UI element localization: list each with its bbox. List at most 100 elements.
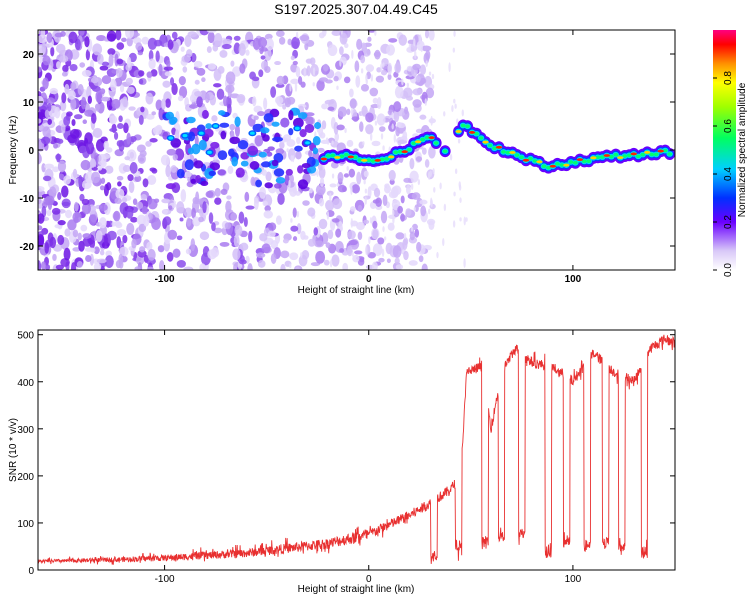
spectrogram-noise-blob (52, 253, 57, 261)
spectrogram-xlabel: Height of straight line (km) (298, 285, 415, 296)
snr-ytick-label: 100 (17, 519, 34, 530)
spectrogram-ridge-point (501, 150, 506, 154)
spectrogram-noise-blob (107, 48, 116, 56)
spectrogram-noise-blob (418, 255, 424, 263)
spectrogram-noise-blob (331, 173, 335, 179)
spectrogram-noise-blob (280, 250, 290, 259)
spectrogram-noise-blob (70, 82, 77, 91)
spectrogram-noise-blob (319, 177, 325, 187)
spectrogram-noise-blob (261, 243, 271, 254)
spectrogram-noise-blob (290, 225, 299, 232)
spectrogram-noise-blob (388, 38, 398, 43)
spectrogram-noise-blob (412, 88, 423, 96)
spectrogram-noise-blob (326, 210, 330, 220)
spectrogram-cluster-blob (288, 110, 294, 121)
spectrogram-noise-blob (194, 90, 203, 97)
spectrogram-noise-blob (162, 80, 171, 88)
spectrogram-noise-blob (411, 192, 421, 200)
spectrogram-ridge-point (626, 153, 632, 158)
spectrogram-noise-blob (280, 263, 286, 270)
spectrogram-noise-blob (406, 184, 411, 195)
spectrogram-noise-blob (412, 99, 422, 108)
spectrogram-noise-blob (456, 118, 459, 124)
spectrogram-ridge-point (357, 158, 363, 162)
spectrogram-noise-blob (284, 97, 292, 108)
spectrogram-noise-blob (365, 112, 374, 123)
spectrogram-noise-blob (137, 249, 147, 258)
snr-xlabel: Height of straight line (km) (298, 584, 415, 595)
spectrogram-ridge-point (653, 152, 659, 157)
spectrogram-noise-blob (207, 31, 215, 44)
spectrogram-noise-blob (295, 66, 301, 78)
spectrogram-ridge-point (379, 157, 385, 162)
spectrogram-noise-blob (427, 208, 431, 215)
spectrogram-noise-blob (243, 217, 248, 227)
spectrogram-noise-blob (46, 97, 55, 105)
colorbar-tick-label: 0.4 (723, 167, 734, 181)
spectrogram-noise-blob (119, 84, 125, 93)
spectrogram-noise-blob (106, 182, 112, 191)
spectrogram-noise-blob (64, 83, 70, 95)
spectrogram-noise-blob (252, 96, 257, 107)
spectrogram-noise-blob (147, 37, 157, 50)
spectrogram-noise-blob (305, 116, 314, 126)
spectrogram-cluster-blob (198, 139, 207, 151)
spectrogram-noise-blob (49, 87, 58, 95)
spectrogram-noise-blob (138, 78, 144, 85)
spectrogram-ridge-point (330, 153, 336, 158)
spectrogram-noise-blob (109, 115, 118, 125)
spectrogram-noise-blob (401, 78, 404, 86)
spectrogram-noise-blob (463, 216, 466, 226)
spectrogram-noise-blob (465, 217, 468, 222)
spectrogram-noise-blob (134, 266, 141, 270)
spectrogram-noise-blob (82, 233, 92, 239)
spectrogram-ridge-peak (320, 157, 328, 161)
spectrogram-noise-blob (365, 124, 374, 135)
spectrogram-noise-blob (289, 83, 292, 92)
spectrogram-noise-blob (122, 96, 128, 108)
spectrogram-noise-blob (282, 238, 289, 244)
spectrogram-ridge-peak (563, 163, 570, 167)
snr-ytick-label: 400 (17, 378, 34, 389)
spectrogram-noise-blob (77, 84, 84, 96)
spectrogram-noise-blob (239, 63, 246, 74)
spectrogram-noise-blob (343, 76, 351, 84)
spectrogram-noise-blob (76, 261, 83, 268)
spectrogram-noise-blob (264, 205, 271, 212)
spectrogram-noise-blob (412, 223, 418, 231)
spectrogram-noise-blob (252, 76, 260, 82)
spectrogram-noise-blob (315, 184, 326, 196)
spectrogram-noise-blob (90, 247, 96, 253)
spectrogram-noise-blob (199, 30, 210, 36)
spectrogram-cluster-blob (191, 143, 201, 155)
spectrogram-cluster-blob (261, 161, 271, 168)
spectrogram-noise-blob (354, 250, 363, 255)
spectrogram-noise-blob (73, 114, 83, 120)
spectrogram-noise-blob (331, 30, 342, 37)
spectrogram-noise-blob (386, 183, 390, 193)
spectrogram-noise-blob (348, 239, 358, 246)
spectrogram-noise-blob (289, 252, 299, 261)
spectrogram-noise-blob (179, 217, 184, 222)
spectrogram-noise-blob (180, 46, 185, 52)
spectrogram-noise-blob (413, 207, 417, 212)
spectrogram-noise-blob (146, 113, 155, 120)
spectrogram-ridge-point (397, 149, 403, 154)
spectrogram-noise-blob (329, 183, 337, 188)
spectrogram-noise-blob (57, 234, 65, 246)
spectrogram-noise-blob (58, 55, 69, 63)
spectrogram-noise-blob (319, 132, 326, 139)
spectrogram-noise-blob (118, 115, 123, 123)
spectrogram-hotspot-core (207, 150, 212, 154)
spectrogram-cluster-blob (205, 123, 213, 130)
spectrogram-noise-blob (318, 197, 325, 207)
spectrogram-noise-blob (279, 141, 285, 149)
spectrogram-noise-blob (257, 111, 266, 117)
spectrogram-cluster-blob (176, 168, 185, 179)
spectrogram-noise-blob (368, 236, 371, 244)
spectrogram-hotspot-core (182, 134, 188, 138)
spectrogram-noise-blob (323, 259, 330, 266)
spectrogram-noise-blob (369, 132, 373, 141)
spectrogram-ytick-label: 10 (23, 98, 35, 109)
